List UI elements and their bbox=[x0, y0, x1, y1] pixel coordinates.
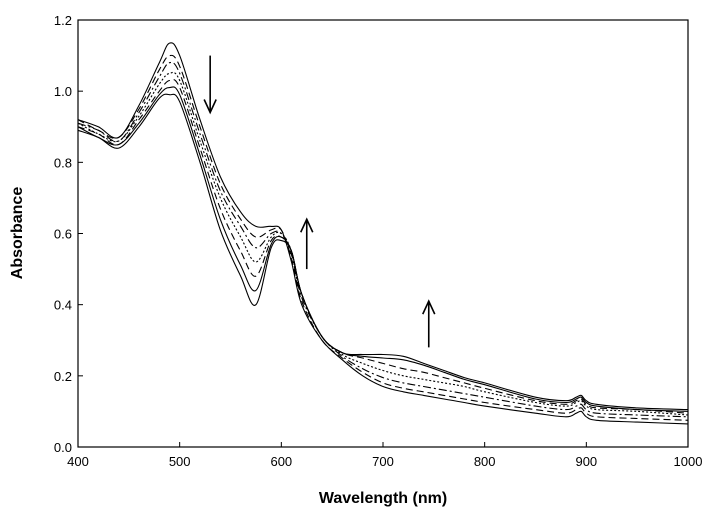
y-tick-label: 1.2 bbox=[54, 13, 72, 28]
x-axis-title: Wavelength (nm) bbox=[319, 490, 447, 507]
y-tick-label: 0.4 bbox=[54, 298, 72, 313]
spectrum-series-2 bbox=[77, 54, 689, 421]
x-tick-label: 700 bbox=[372, 454, 394, 469]
x-tick-label: 900 bbox=[575, 454, 597, 469]
y-axis-title: Absorbance bbox=[9, 187, 26, 280]
x-tick-label: 1000 bbox=[674, 454, 703, 469]
x-tick-label: 400 bbox=[67, 454, 89, 469]
spectrum-series-5 bbox=[77, 78, 689, 414]
y-tick-label: 0.0 bbox=[54, 440, 72, 455]
x-tick-label: 500 bbox=[169, 454, 191, 469]
tick-layer: 400 500 600 700 800 900 1000 0.0 0.2 0.4 0.6 0.8 1.0… bbox=[54, 13, 703, 469]
spectrum-series-6 bbox=[77, 86, 689, 412]
y-tick-label: 0.2 bbox=[54, 369, 72, 384]
spectrum-series-7 bbox=[77, 93, 689, 411]
down-arrow-icon bbox=[203, 55, 217, 115]
x-tick-label: 800 bbox=[474, 454, 496, 469]
y-tick-label: 0.8 bbox=[54, 155, 72, 170]
spectrum-series-1 bbox=[77, 42, 689, 425]
y-tick-label: 0.6 bbox=[54, 227, 72, 242]
plot-frame bbox=[77, 19, 689, 448]
up-arrow-icon bbox=[422, 299, 436, 348]
up-arrow-icon bbox=[300, 217, 314, 270]
annotation-layer bbox=[203, 55, 436, 348]
series-layer bbox=[77, 42, 689, 425]
x-tick-label: 600 bbox=[270, 454, 292, 469]
y-tick-label: 1.0 bbox=[54, 84, 72, 99]
